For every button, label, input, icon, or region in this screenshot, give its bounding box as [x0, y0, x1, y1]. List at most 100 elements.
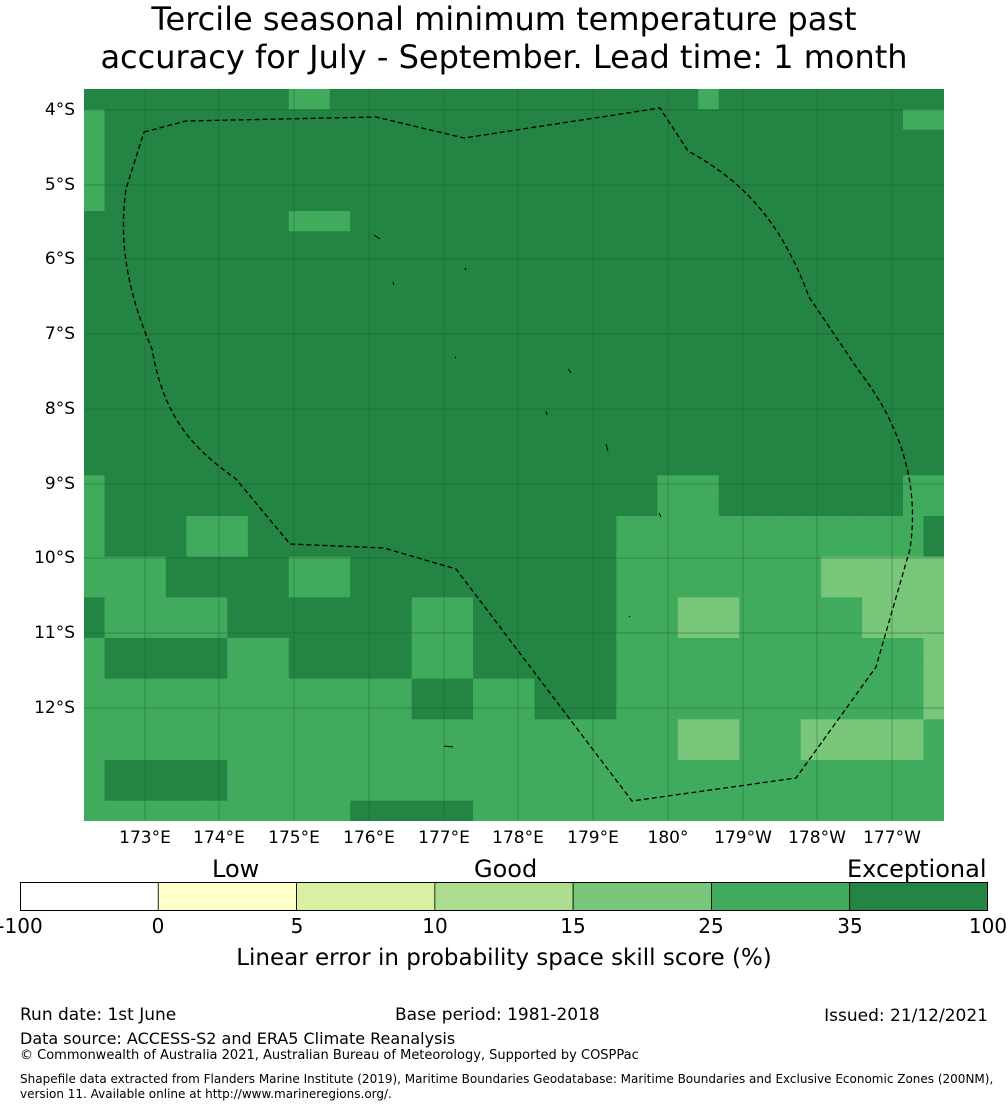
skill-cell	[698, 333, 720, 354]
skill-cell	[575, 577, 597, 598]
skill-cell	[698, 272, 720, 293]
skill-cell	[350, 89, 372, 110]
skill-cell	[104, 272, 126, 293]
skill-cell	[432, 597, 454, 619]
skill-cell	[370, 739, 392, 761]
skill-cell	[862, 780, 884, 802]
skill-cell	[186, 272, 208, 293]
skill-cell	[391, 658, 413, 680]
skill-cell	[350, 292, 372, 314]
skill-cell	[862, 739, 884, 761]
skill-cell	[411, 353, 433, 375]
skill-cell	[411, 251, 433, 273]
skill-cell	[739, 434, 761, 456]
skill-cell	[554, 129, 577, 151]
skill-cell	[329, 373, 351, 395]
skill-cell	[329, 800, 351, 821]
skill-cell	[821, 292, 843, 314]
skill-cell	[616, 495, 638, 517]
skill-cell	[432, 414, 454, 436]
issued-date: Issued: 21/12/2021	[824, 1006, 988, 1026]
skill-cell	[923, 455, 944, 476]
skill-cell	[923, 495, 944, 517]
skill-cell	[391, 495, 413, 517]
skill-cell	[780, 597, 802, 619]
skill-cell	[309, 780, 331, 802]
skill-cell	[104, 414, 126, 436]
skill-cell	[821, 312, 843, 334]
skill-cell	[186, 455, 208, 476]
skill-cell	[165, 129, 187, 151]
skill-cell	[636, 251, 658, 273]
skill-cell	[903, 536, 925, 558]
skill-cell	[288, 292, 310, 314]
skill-cell	[882, 617, 904, 639]
skill-cell	[473, 577, 495, 598]
skill-cell	[759, 109, 781, 131]
skill-cell	[268, 190, 290, 212]
skill-cell	[882, 536, 904, 558]
skill-cell	[862, 597, 884, 619]
skill-cell	[329, 658, 351, 680]
skill-cell	[800, 211, 822, 232]
skill-cell	[739, 577, 761, 598]
skill-cell	[411, 109, 433, 131]
skill-cell	[636, 800, 658, 821]
skill-cell	[616, 516, 638, 537]
skill-cell	[391, 780, 413, 802]
skill-cell	[473, 272, 495, 293]
skill-cell	[452, 800, 474, 821]
skill-cell	[718, 475, 740, 497]
skill-cell	[247, 434, 269, 456]
skill-cell	[862, 190, 884, 212]
skill-cell	[452, 231, 474, 253]
skill-cell	[923, 353, 944, 375]
skill-cell	[677, 251, 699, 273]
skill-cell	[370, 699, 392, 720]
colorbar-tick: 15	[560, 914, 586, 938]
skill-cell	[677, 292, 699, 314]
skill-cell	[575, 109, 597, 131]
skill-cell	[411, 475, 433, 497]
skill-cell	[800, 353, 822, 375]
skill-cell	[391, 699, 413, 720]
skill-cell	[493, 577, 515, 598]
skill-cell	[677, 760, 699, 781]
lon-label: 173°E	[119, 828, 171, 848]
skill-cell	[698, 353, 720, 375]
skill-cell	[780, 150, 802, 171]
skill-cell	[780, 231, 802, 253]
skill-cell	[677, 190, 699, 212]
skill-cell	[350, 699, 372, 720]
skill-cell	[821, 150, 843, 171]
skill-cell	[800, 739, 822, 761]
skill-cell	[554, 800, 577, 821]
skill-cell	[841, 516, 863, 537]
skill-cell	[595, 739, 617, 761]
skill-cell	[432, 658, 454, 680]
skill-cell	[247, 760, 269, 781]
skill-cell	[186, 739, 208, 761]
skill-cell	[206, 495, 228, 517]
skill-cell	[309, 251, 331, 273]
skill-cell	[800, 251, 822, 273]
skill-cell	[677, 89, 699, 110]
skill-cell	[575, 617, 597, 639]
skill-cell	[841, 475, 863, 497]
skill-cell	[800, 414, 822, 436]
skill-cell	[554, 109, 577, 131]
skill-cell	[145, 129, 167, 151]
skill-cell	[739, 455, 761, 476]
skill-cell	[903, 495, 925, 517]
skill-cell	[841, 272, 863, 293]
skill-cell	[329, 516, 351, 537]
skill-cell	[821, 170, 843, 192]
skill-cell	[391, 597, 413, 619]
skill-cell	[206, 150, 228, 171]
skill-cell	[145, 719, 167, 741]
skill-cell	[554, 760, 577, 781]
skill-cell	[288, 414, 310, 436]
skill-cell	[329, 170, 351, 192]
skill-cell	[370, 780, 392, 802]
skill-cell	[432, 699, 454, 720]
